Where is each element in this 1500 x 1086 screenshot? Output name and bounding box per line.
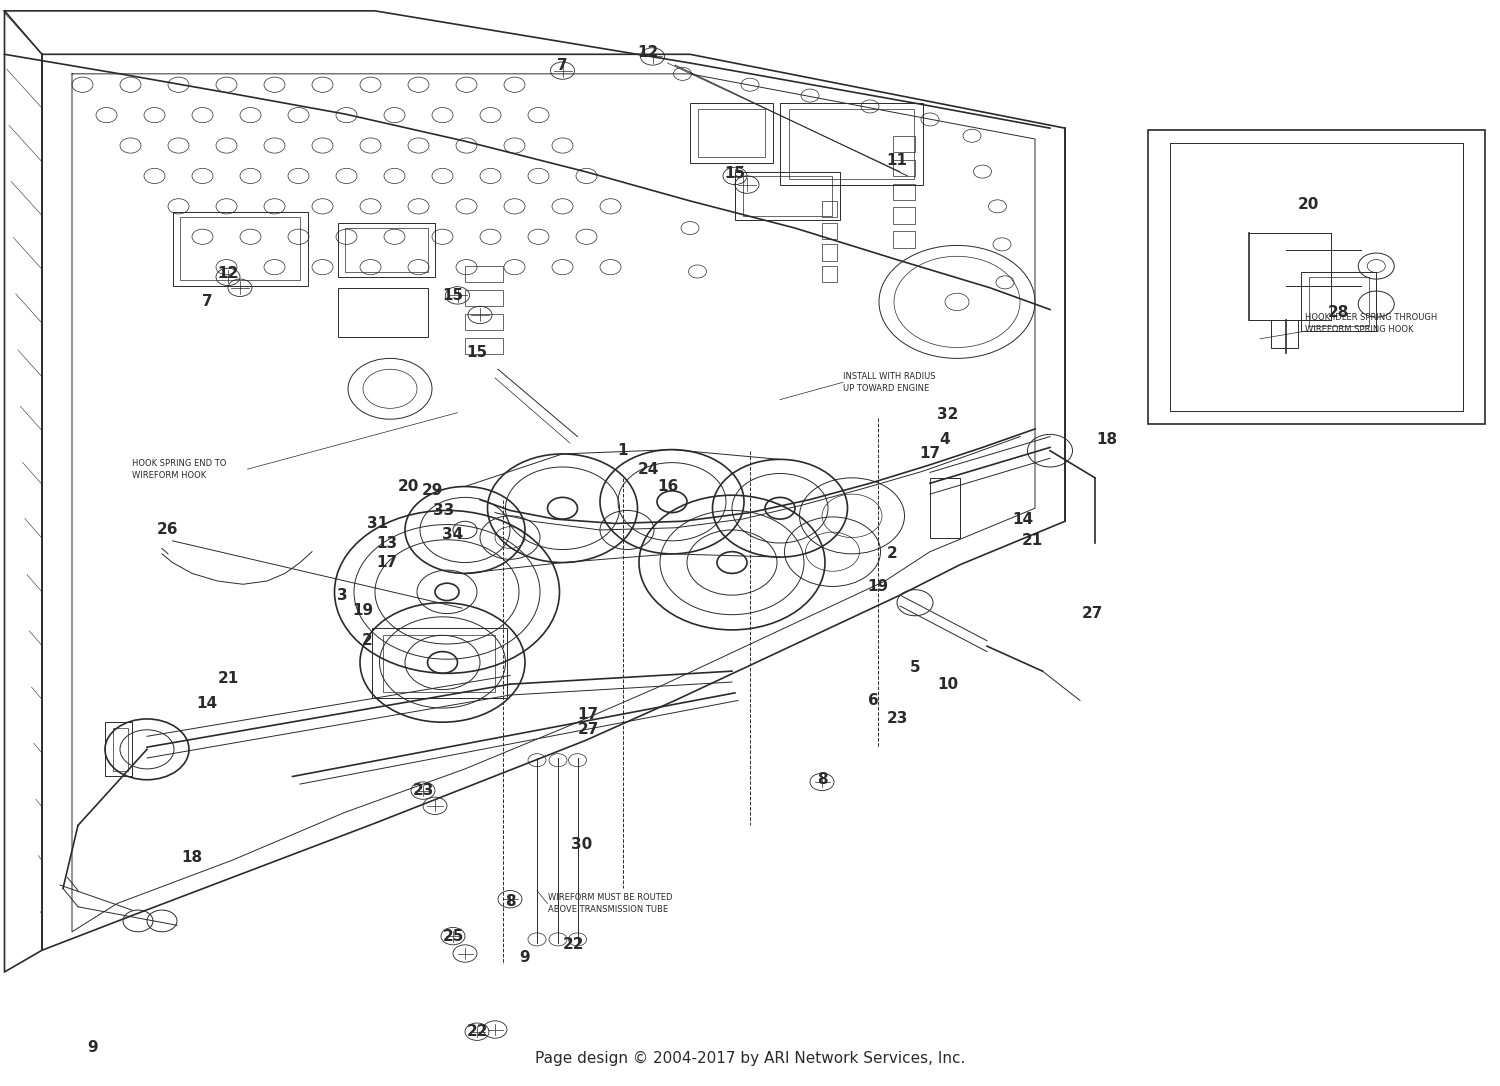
Text: 21: 21 <box>1022 533 1042 548</box>
Bar <box>892 136 915 152</box>
Bar <box>1308 277 1368 326</box>
Bar <box>930 478 960 538</box>
Text: 12: 12 <box>638 45 658 60</box>
Bar <box>338 288 427 337</box>
Bar <box>822 244 837 261</box>
Text: 22: 22 <box>466 1024 488 1039</box>
Text: 20: 20 <box>398 479 418 494</box>
Text: 15: 15 <box>466 345 488 361</box>
Text: INSTALL WITH RADIUS
UP TOWARD ENGINE: INSTALL WITH RADIUS UP TOWARD ENGINE <box>843 371 936 393</box>
Bar <box>742 176 833 216</box>
Bar <box>465 338 503 354</box>
Bar <box>892 207 915 224</box>
Bar <box>822 266 837 282</box>
Text: 17: 17 <box>578 707 598 722</box>
Bar <box>822 201 837 217</box>
Text: WIREFORM MUST BE ROUTED
ABOVE TRANSMISSION TUBE: WIREFORM MUST BE ROUTED ABOVE TRANSMISSI… <box>548 893 672 914</box>
Text: 11: 11 <box>886 153 908 168</box>
Text: 23: 23 <box>413 783 434 798</box>
Text: 15: 15 <box>442 288 464 303</box>
Bar <box>465 266 503 282</box>
Bar <box>892 231 915 248</box>
Bar <box>372 628 507 698</box>
Text: 27: 27 <box>578 722 598 737</box>
Text: HOOK IDLER SPRING THROUGH
WIREFORM SPRING HOOK: HOOK IDLER SPRING THROUGH WIREFORM SPRIN… <box>1305 313 1437 334</box>
Text: 25: 25 <box>442 929 464 944</box>
Bar <box>780 103 922 185</box>
Bar <box>345 228 427 272</box>
Bar <box>892 184 915 200</box>
Text: 19: 19 <box>867 579 888 594</box>
Text: 26: 26 <box>158 522 178 538</box>
Bar <box>465 314 503 330</box>
Text: 13: 13 <box>376 535 398 551</box>
Text: 19: 19 <box>352 603 374 618</box>
Text: 5: 5 <box>909 660 921 675</box>
Text: 6: 6 <box>867 693 879 708</box>
Bar <box>789 109 914 179</box>
Text: 33: 33 <box>433 503 454 518</box>
Text: 31: 31 <box>368 516 388 531</box>
Bar <box>382 635 495 692</box>
Text: HOOK SPRING END TO
WIREFORM HOOK: HOOK SPRING END TO WIREFORM HOOK <box>132 458 226 480</box>
Text: 8: 8 <box>816 772 828 787</box>
Text: 30: 30 <box>572 837 592 853</box>
Text: 21: 21 <box>217 671 238 686</box>
Text: 15: 15 <box>724 166 746 181</box>
Text: 14: 14 <box>1013 512 1034 527</box>
Text: 2: 2 <box>886 546 898 561</box>
Text: 24: 24 <box>638 462 658 477</box>
Text: 17: 17 <box>376 555 398 570</box>
Text: 27: 27 <box>1082 606 1102 621</box>
Bar <box>1270 320 1298 348</box>
Text: 18: 18 <box>1096 432 1118 447</box>
Bar <box>735 172 840 220</box>
Text: 10: 10 <box>938 677 958 692</box>
Bar <box>112 728 128 771</box>
Text: 1: 1 <box>618 443 627 458</box>
Text: 3: 3 <box>336 588 348 603</box>
Text: 16: 16 <box>657 479 678 494</box>
Text: 7: 7 <box>556 58 568 73</box>
Text: 23: 23 <box>886 711 908 727</box>
Bar <box>698 109 765 157</box>
Text: 7: 7 <box>201 294 213 310</box>
Text: 20: 20 <box>1298 197 1318 212</box>
Text: 9: 9 <box>519 950 531 965</box>
Text: 17: 17 <box>920 446 940 462</box>
Bar <box>180 217 300 280</box>
Text: 34: 34 <box>442 527 464 542</box>
Bar <box>172 212 308 286</box>
Text: 2: 2 <box>362 633 374 648</box>
Text: 14: 14 <box>196 696 217 711</box>
Bar <box>690 103 772 163</box>
Text: Page design © 2004-2017 by ARI Network Services, Inc.: Page design © 2004-2017 by ARI Network S… <box>536 1051 964 1066</box>
Text: 18: 18 <box>182 850 203 866</box>
Text: 9: 9 <box>87 1040 99 1056</box>
Bar <box>822 223 837 239</box>
Bar <box>338 223 435 277</box>
Bar <box>892 160 915 176</box>
Text: 29: 29 <box>422 483 442 498</box>
Bar <box>1148 130 1485 424</box>
Text: 4: 4 <box>939 432 951 447</box>
Bar <box>465 290 503 306</box>
Text: 28: 28 <box>1328 305 1348 320</box>
Text: 8: 8 <box>504 894 516 909</box>
Bar <box>105 722 132 776</box>
Text: 22: 22 <box>562 937 584 952</box>
Bar <box>1300 272 1377 331</box>
Text: 12: 12 <box>217 266 238 281</box>
Text: 32: 32 <box>938 407 958 422</box>
